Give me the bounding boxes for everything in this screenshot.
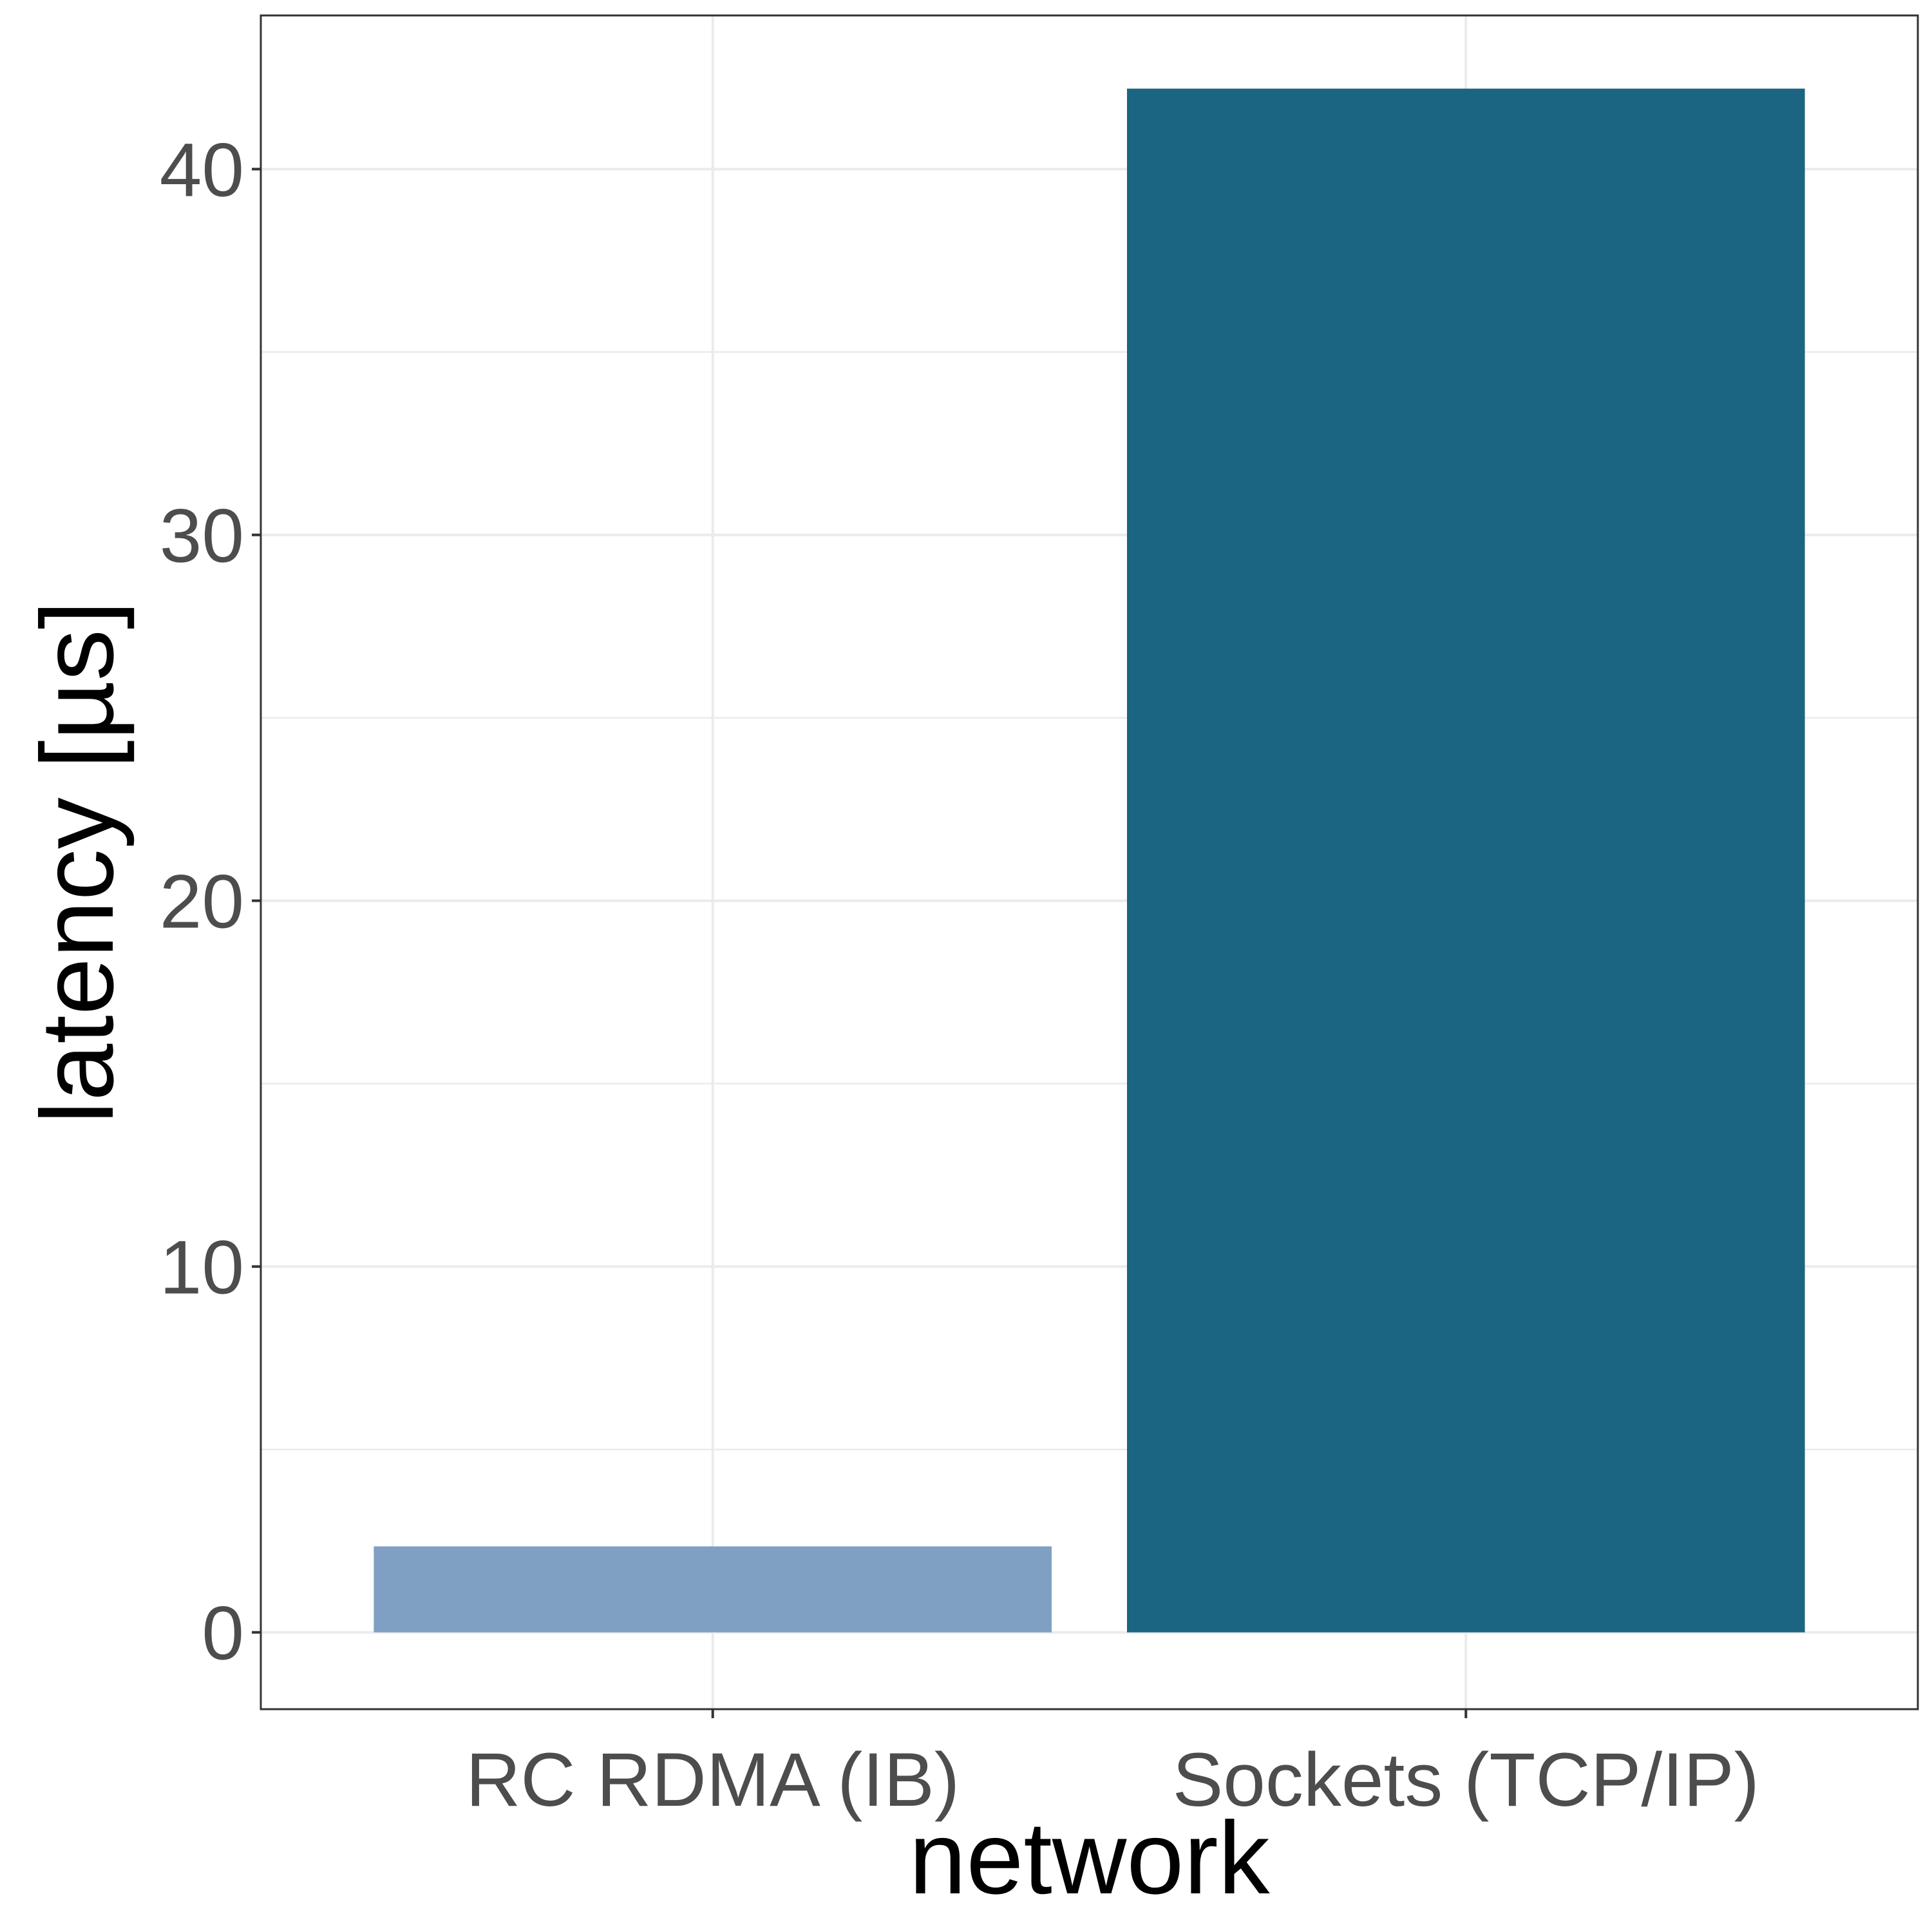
x-tick-label: RC RDMA (IB) xyxy=(466,1738,960,1823)
y-tick-label: 30 xyxy=(160,494,244,579)
y-tick-label: 20 xyxy=(160,860,244,945)
x-axis-title: network xyxy=(909,1800,1270,1915)
bars xyxy=(374,88,1805,1633)
y-tick-label: 0 xyxy=(202,1591,244,1676)
axis-ticks: 0 10 20 30 40 RC RDMA (IB) Sockets (TCP/IP) xyxy=(160,128,1759,1823)
x-tick-label: Sockets (TCP/IP) xyxy=(1173,1738,1759,1823)
y-tick-label: 40 xyxy=(160,128,244,213)
y-tick-label: 10 xyxy=(160,1226,244,1311)
y-axis-title: latency [µs] xyxy=(19,601,135,1124)
bar-2 xyxy=(1126,88,1805,1633)
bar-1 xyxy=(374,1546,1052,1633)
plot-panel-border xyxy=(260,14,1919,1710)
